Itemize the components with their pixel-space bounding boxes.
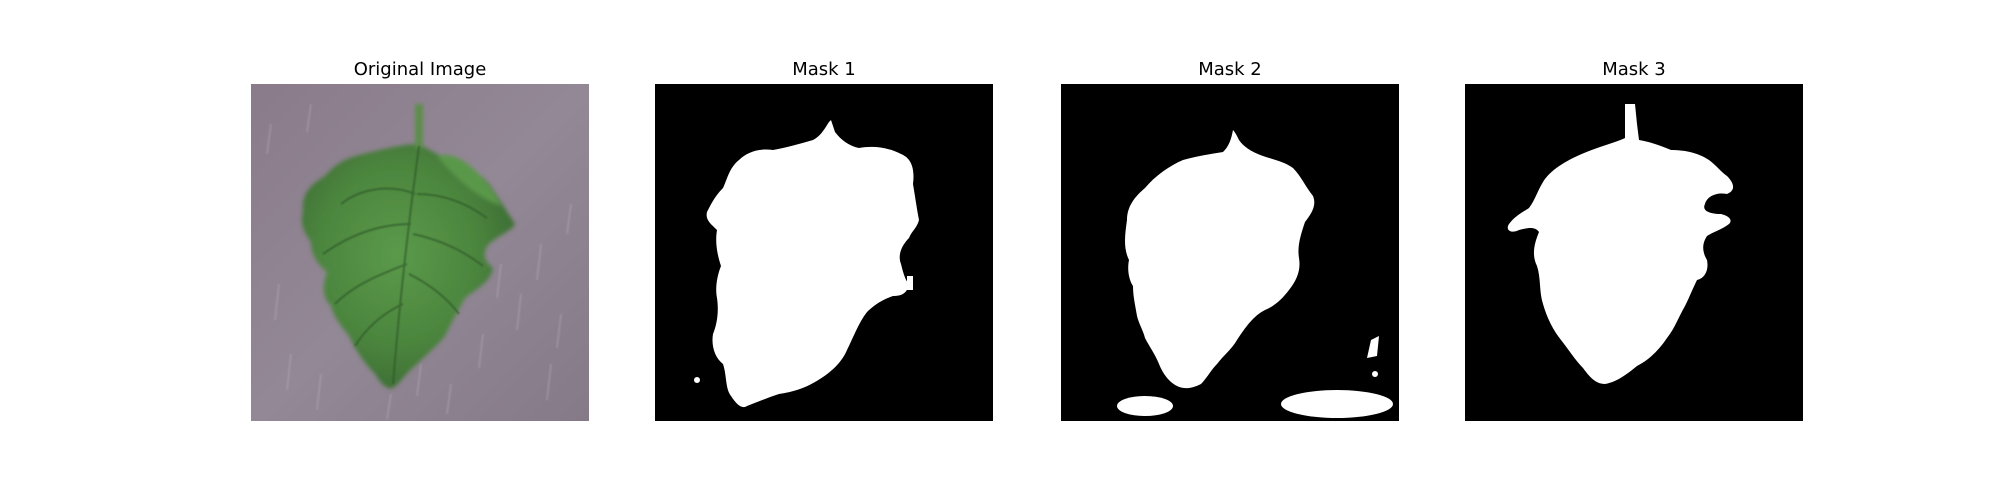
mask-1 <box>655 84 993 421</box>
mask-2 <box>1061 84 1399 421</box>
leaf-veins <box>322 145 488 385</box>
mask-2-title: Mask 2 <box>1198 59 1262 80</box>
mask-1-foreground <box>694 120 919 408</box>
background-texture <box>266 103 572 420</box>
mask-3-image <box>1465 84 1803 421</box>
leaf <box>301 104 515 389</box>
original-image <box>251 84 589 421</box>
mask-1-image <box>655 84 993 421</box>
mask-2-image <box>1061 84 1399 421</box>
leaf-photo <box>251 84 589 421</box>
mask-1-title: Mask 1 <box>792 59 856 80</box>
mask-3 <box>1465 84 1803 421</box>
mask-2-foreground <box>1117 130 1393 418</box>
original-image-title: Original Image <box>353 59 487 80</box>
mask-3-foreground <box>1507 104 1734 384</box>
mask-3-title: Mask 3 <box>1602 59 1666 80</box>
